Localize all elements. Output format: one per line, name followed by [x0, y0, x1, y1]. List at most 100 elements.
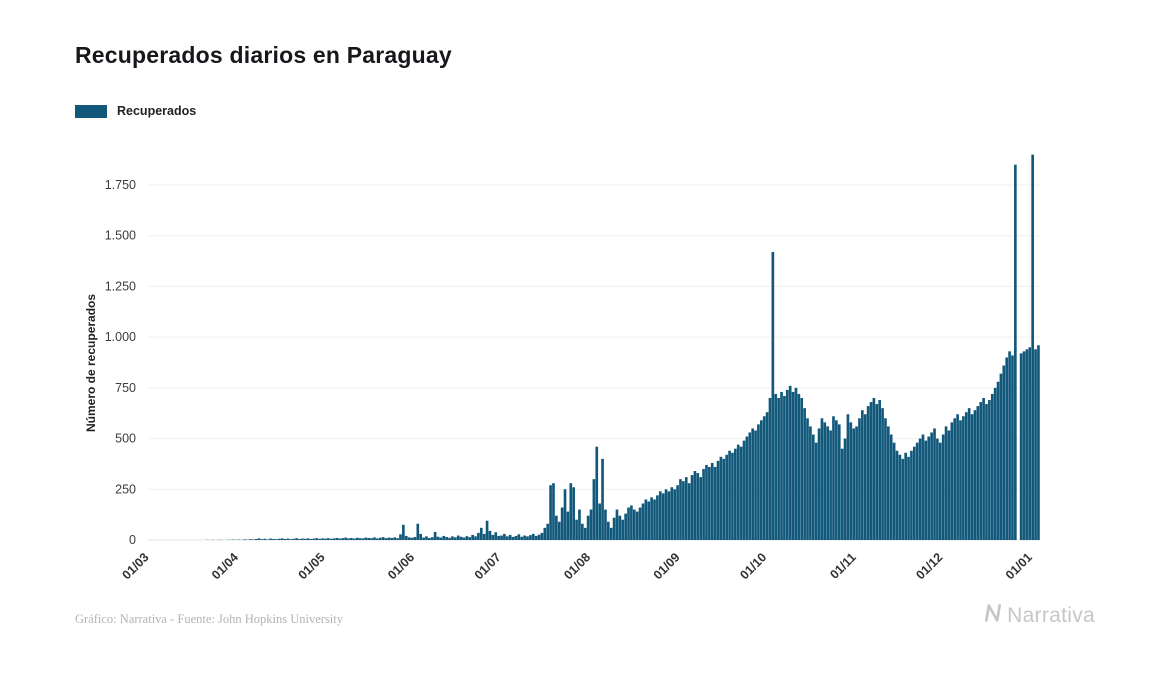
bar [921, 434, 925, 540]
bar [693, 471, 697, 540]
bar [785, 389, 789, 540]
bar [280, 538, 284, 540]
bar [962, 416, 965, 540]
bar [676, 485, 679, 540]
bar [260, 539, 264, 540]
bar [361, 538, 365, 540]
bar [598, 503, 601, 540]
bar [944, 426, 948, 540]
bar [511, 536, 515, 540]
bar [324, 538, 327, 540]
bar [959, 420, 962, 540]
bar [624, 513, 627, 540]
bar [459, 536, 463, 540]
bar [422, 537, 425, 540]
bar [843, 438, 847, 540]
bar [783, 395, 786, 540]
bar [618, 515, 622, 540]
bar [713, 466, 717, 540]
bar [716, 460, 720, 540]
bar [846, 414, 850, 540]
bar [898, 454, 902, 540]
bar [283, 538, 287, 540]
bar [964, 412, 968, 540]
bar [578, 509, 581, 540]
bar [586, 515, 590, 540]
bar [927, 436, 931, 540]
bar [249, 539, 252, 540]
bar [687, 483, 691, 540]
bar [647, 501, 651, 540]
bar [728, 450, 731, 540]
bar [630, 505, 633, 540]
bar [762, 416, 766, 540]
bar [644, 499, 648, 540]
bar [312, 538, 316, 540]
bar [514, 535, 518, 540]
bar [835, 420, 838, 540]
bar [479, 527, 483, 540]
bar [985, 404, 988, 540]
bar [953, 418, 957, 540]
bar [439, 537, 443, 540]
bar [1014, 164, 1017, 540]
bar [794, 387, 798, 540]
bar [373, 537, 376, 540]
bar [523, 535, 526, 540]
bar [699, 477, 703, 540]
bar [904, 452, 907, 540]
y-tick-label: 1.500 [105, 229, 136, 243]
source-credit: Gráfico: Narrativa - Fuente: John Hopkin… [75, 612, 343, 626]
bar [858, 418, 861, 540]
bar [549, 485, 552, 540]
bar [739, 446, 743, 540]
bar [907, 456, 910, 540]
bar [956, 414, 959, 540]
bar [809, 426, 812, 540]
bar [788, 385, 792, 540]
bar [269, 538, 272, 540]
bar [474, 536, 477, 540]
bar [321, 538, 324, 540]
bar [814, 442, 818, 540]
bar [673, 489, 677, 540]
bar [757, 424, 760, 540]
x-tick-label: 01/05 [296, 550, 328, 582]
bar [823, 422, 827, 540]
y-tick-label: 750 [115, 381, 136, 395]
bar [589, 509, 593, 540]
bar [1037, 345, 1040, 540]
bar [1011, 355, 1014, 540]
bar [895, 450, 899, 540]
bar [477, 532, 480, 540]
bar [332, 538, 336, 540]
bar [257, 538, 261, 540]
bar [924, 440, 928, 540]
x-tick-label: 01/03 [120, 550, 152, 582]
bar [399, 534, 402, 540]
bar [696, 473, 700, 540]
bar [595, 446, 599, 540]
bar [436, 536, 440, 540]
bar [982, 398, 985, 540]
bar [370, 538, 373, 540]
bar [976, 406, 980, 540]
brand-name: Narrativa [1007, 603, 1095, 627]
bar [881, 408, 884, 540]
bar [609, 527, 613, 540]
bar [774, 393, 778, 540]
bar [1022, 351, 1026, 540]
bar [462, 537, 466, 540]
bar [433, 531, 437, 540]
bar [494, 532, 498, 540]
bar [791, 391, 795, 540]
bar [572, 487, 576, 540]
bar [702, 469, 705, 540]
bar [482, 533, 486, 540]
bar [315, 538, 319, 540]
bar [601, 458, 604, 540]
bar [797, 393, 801, 540]
bar [837, 424, 841, 540]
bar [832, 416, 835, 540]
bar [318, 538, 321, 540]
